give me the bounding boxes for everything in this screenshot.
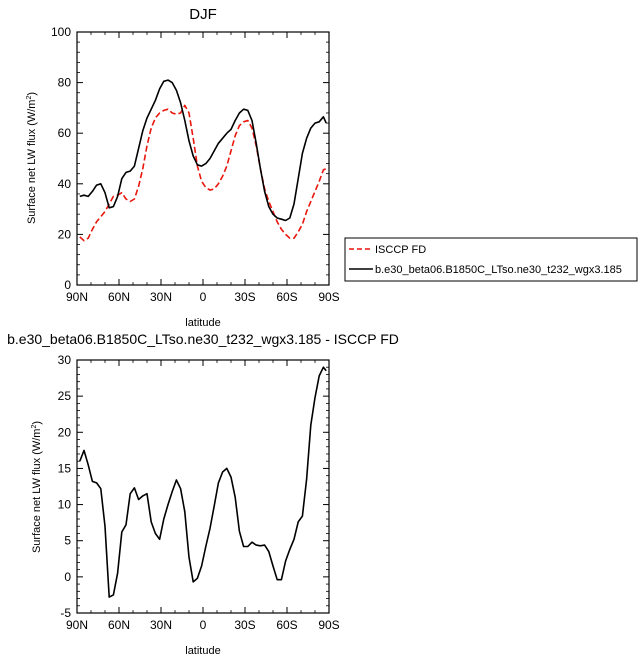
y-tick-label: 80 bbox=[58, 76, 72, 90]
top-chart-title: DJF bbox=[189, 6, 217, 23]
top-y-axis-label: Surface net LW flux (W/m2) bbox=[26, 92, 38, 224]
y-tick-label: 40 bbox=[58, 177, 72, 191]
series-line-0-1 bbox=[79, 79, 327, 222]
y-tick-label: 30 bbox=[58, 353, 72, 367]
top-chart: DJF 90N 60N 30N 0 30S 60S 90S 0 20 40 60 80 100 lati… bbox=[26, 6, 638, 329]
bottom-series-layer bbox=[79, 366, 327, 598]
series-line-1-0 bbox=[79, 366, 327, 598]
y-tick-label: 10 bbox=[58, 498, 72, 512]
top-tick-layer: 90N 60N 30N 0 30S 60S 90S 0 20 40 60 80 100 bbox=[51, 25, 340, 304]
y-tick-label: 15 bbox=[58, 461, 72, 475]
bottom-y-axis-label-close: ) bbox=[31, 421, 43, 425]
top-series-layer bbox=[79, 79, 327, 242]
y-tick-label: -5 bbox=[60, 606, 71, 620]
y-tick-label: 5 bbox=[64, 534, 71, 548]
top-y-axis-label-main: Surface net LW flux (W/m bbox=[26, 100, 38, 225]
top-y-axis-label-close: ) bbox=[26, 92, 38, 96]
x-tick-label: 0 bbox=[200, 290, 207, 304]
top-y-axis-label-sup: 2 bbox=[26, 96, 33, 100]
y-tick-label: 100 bbox=[51, 25, 71, 39]
bottom-tick-layer: 90N 60N 30N 0 30S 60S 90S -5 0 5 10 15 20 25 30 bbox=[58, 353, 340, 632]
x-tick-label: 30N bbox=[150, 290, 172, 304]
x-tick-label: 60S bbox=[276, 618, 297, 632]
legend-box bbox=[344, 237, 638, 282]
x-tick-label: 60N bbox=[108, 290, 130, 304]
top-x-axis-label: latitude bbox=[185, 317, 220, 329]
bottom-chart: b.e30_beta06.B1850C_LTso.ne30_t232_wgx3.… bbox=[7, 331, 399, 657]
bottom-y-axis-label-main: Surface net LW flux (W/m bbox=[31, 429, 43, 554]
top-plot-frame bbox=[76, 31, 330, 286]
legend-label-model: b.e30_beta06.B1850C_LTso.ne30_t232_wgx3.… bbox=[375, 264, 622, 276]
x-tick-label: 90N bbox=[66, 618, 88, 632]
x-tick-label: 30S bbox=[234, 290, 255, 304]
bottom-y-axis-label: Surface net LW flux (W/m2) bbox=[31, 421, 43, 553]
y-tick-label: 0 bbox=[64, 278, 71, 292]
x-tick-label: 60S bbox=[276, 290, 297, 304]
y-tick-label: 0 bbox=[64, 570, 71, 584]
legend-label-isccp: ISCCP FD bbox=[375, 244, 426, 256]
x-tick-label: 60N bbox=[108, 618, 130, 632]
series-line-0-0 bbox=[79, 104, 327, 242]
y-tick-label: 60 bbox=[58, 126, 72, 140]
legend: ISCCP FD b.e30_beta06.B1850C_LTso.ne30_t… bbox=[344, 237, 638, 282]
y-tick-label: 20 bbox=[58, 425, 72, 439]
bottom-chart-title: b.e30_beta06.B1850C_LTso.ne30_t232_wgx3.… bbox=[7, 331, 399, 347]
bottom-plot-frame bbox=[76, 359, 330, 614]
x-tick-label: 90S bbox=[318, 618, 339, 632]
bottom-y-axis-label-sup: 2 bbox=[31, 425, 38, 429]
x-tick-label: 90N bbox=[66, 290, 88, 304]
x-tick-label: 30S bbox=[234, 618, 255, 632]
x-tick-label: 90S bbox=[318, 290, 339, 304]
bottom-x-axis-label: latitude bbox=[185, 645, 220, 657]
x-tick-label: 30N bbox=[150, 618, 172, 632]
x-tick-label: 0 bbox=[200, 618, 207, 632]
y-tick-label: 25 bbox=[58, 389, 72, 403]
y-tick-label: 20 bbox=[58, 227, 72, 241]
